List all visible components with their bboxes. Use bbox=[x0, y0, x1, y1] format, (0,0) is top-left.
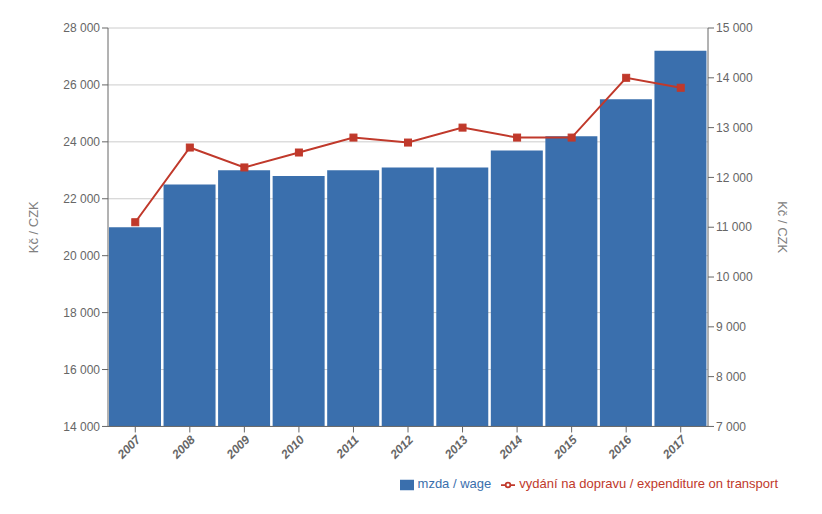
svg-text:16 000: 16 000 bbox=[63, 363, 100, 377]
svg-text:2013: 2013 bbox=[441, 432, 471, 462]
svg-text:14 000: 14 000 bbox=[63, 420, 100, 434]
svg-text:22 000: 22 000 bbox=[63, 192, 100, 206]
svg-text:12 000: 12 000 bbox=[716, 171, 753, 185]
svg-text:2012: 2012 bbox=[387, 432, 417, 462]
svg-text:2009: 2009 bbox=[223, 432, 253, 462]
svg-text:20 000: 20 000 bbox=[63, 249, 100, 263]
svg-text:18 000: 18 000 bbox=[63, 306, 100, 320]
svg-text:14 000: 14 000 bbox=[716, 71, 753, 85]
svg-text:2007: 2007 bbox=[114, 432, 144, 462]
html-text:vydání na dopravu / expenditur: vydání na dopravu / expenditure on trans… bbox=[519, 476, 778, 492]
svg-text:10 000: 10 000 bbox=[716, 270, 753, 284]
svg-text:2015: 2015 bbox=[550, 432, 580, 462]
svg-text:11 000: 11 000 bbox=[716, 220, 752, 234]
svg-text:2016: 2016 bbox=[605, 432, 635, 462]
html-text:mzda / wage: mzda / wage bbox=[417, 476, 492, 492]
svg-text:Kč / CZK: Kč / CZK bbox=[26, 201, 41, 253]
svg-text:8 000: 8 000 bbox=[716, 370, 746, 384]
svg-text:Kč / CZK: Kč / CZK bbox=[775, 201, 790, 253]
svg-text:24 000: 24 000 bbox=[63, 135, 100, 149]
svg-text:15 000: 15 000 bbox=[716, 21, 753, 35]
svg-text:9 000: 9 000 bbox=[716, 320, 746, 334]
svg-text:7 000: 7 000 bbox=[716, 420, 746, 434]
svg-text:26 000: 26 000 bbox=[63, 78, 100, 92]
svg-text:2011: 2011 bbox=[333, 432, 362, 461]
svg-text:2010: 2010 bbox=[278, 432, 308, 462]
svg-text:13 000: 13 000 bbox=[716, 121, 753, 135]
svg-text:28 000: 28 000 bbox=[63, 21, 100, 35]
svg-text:2014: 2014 bbox=[496, 432, 526, 462]
svg-text:2017: 2017 bbox=[659, 432, 689, 462]
svg-text:2008: 2008 bbox=[168, 432, 198, 462]
